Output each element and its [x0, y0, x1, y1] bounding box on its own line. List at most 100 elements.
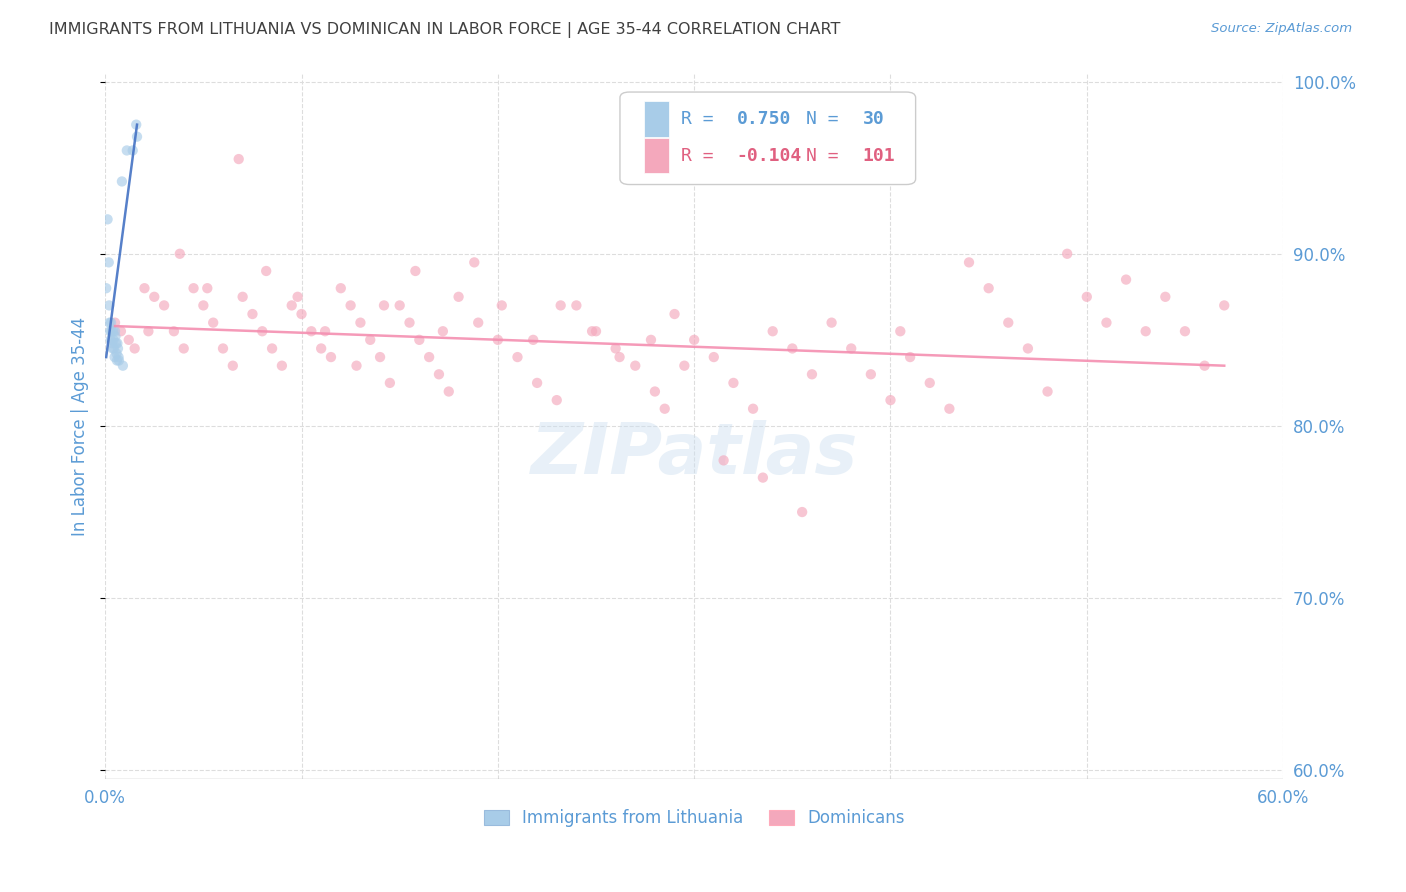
Point [437, 384, 460, 399]
Point [408, 333, 430, 347]
Point [368, 350, 391, 364]
Point [359, 333, 381, 347]
Point [463, 255, 485, 269]
Point [957, 255, 980, 269]
Point [546, 393, 568, 408]
Point [232, 290, 254, 304]
Point [640, 333, 662, 347]
Point [1056, 246, 1078, 260]
Point [108, 353, 131, 368]
Point [101, 342, 124, 356]
Point [1115, 272, 1137, 286]
Point [270, 359, 292, 373]
Point [673, 359, 696, 373]
Point [404, 264, 426, 278]
Point [101, 336, 124, 351]
Text: 0.750: 0.750 [737, 110, 792, 128]
FancyBboxPatch shape [620, 92, 915, 185]
Point [287, 290, 309, 304]
Point [585, 324, 607, 338]
Point [104, 316, 127, 330]
Point [918, 376, 941, 390]
Point [101, 324, 124, 338]
Point [938, 401, 960, 416]
Point [977, 281, 1000, 295]
Point [1194, 359, 1216, 373]
Point [378, 376, 401, 390]
Point [212, 342, 235, 356]
Point [104, 329, 127, 343]
Point [1036, 384, 1059, 399]
Point [262, 342, 284, 356]
Bar [644, 101, 669, 136]
Text: 101: 101 [863, 146, 896, 165]
Point [98, 316, 121, 330]
Point [115, 144, 138, 158]
Point [879, 393, 901, 408]
Point [713, 453, 735, 467]
Point [1213, 298, 1236, 312]
Point [1095, 316, 1118, 330]
Text: -0.104: -0.104 [737, 146, 801, 165]
Point [609, 350, 631, 364]
Point [202, 316, 225, 330]
Point [526, 376, 548, 390]
Text: R =: R = [682, 110, 735, 128]
Point [624, 359, 647, 373]
Point [105, 346, 128, 360]
Point [228, 152, 250, 166]
Point [134, 281, 156, 295]
Point [683, 333, 706, 347]
Point [111, 174, 134, 188]
Text: IMMIGRANTS FROM LITHUANIA VS DOMINICAN IN LABOR FORCE | AGE 35-44 CORRELATION CH: IMMIGRANTS FROM LITHUANIA VS DOMINICAN I… [49, 22, 841, 38]
Point [97, 255, 120, 269]
Point [105, 336, 128, 351]
Point [762, 324, 785, 338]
Point [329, 281, 352, 295]
Point [467, 316, 489, 330]
Point [169, 246, 191, 260]
Y-axis label: In Labor Force | Age 35-44: In Labor Force | Age 35-44 [72, 317, 89, 535]
Point [447, 290, 470, 304]
Point [195, 281, 218, 295]
Point [898, 350, 921, 364]
Point [173, 342, 195, 356]
Point [506, 350, 529, 364]
Point [800, 368, 823, 382]
Point [1017, 342, 1039, 356]
Point [138, 324, 160, 338]
Point [299, 324, 322, 338]
Point [254, 264, 277, 278]
Point [222, 359, 245, 373]
Point [111, 359, 134, 373]
Point [664, 307, 686, 321]
Point [1076, 290, 1098, 304]
Point [98, 298, 121, 312]
Point [703, 350, 725, 364]
Point [125, 118, 148, 132]
Point [388, 298, 411, 312]
Point [550, 298, 572, 312]
Point [319, 350, 342, 364]
Point [1154, 290, 1177, 304]
Legend: Immigrants from Lithuania, Dominicans: Immigrants from Lithuania, Dominicans [477, 803, 911, 834]
Point [820, 316, 842, 330]
Text: ZIPatlas: ZIPatlas [530, 420, 858, 489]
Point [373, 298, 395, 312]
Point [723, 376, 745, 390]
Point [118, 333, 141, 347]
Text: N =: N = [806, 146, 860, 165]
Point [605, 342, 627, 356]
Point [121, 144, 143, 158]
Point [125, 129, 148, 144]
Text: N =: N = [806, 110, 860, 128]
Point [163, 324, 186, 338]
Point [644, 384, 666, 399]
Point [110, 324, 132, 338]
Point [742, 401, 765, 416]
Point [290, 307, 312, 321]
Point [183, 281, 205, 295]
Point [100, 324, 122, 338]
Point [346, 359, 368, 373]
Point [104, 324, 127, 338]
